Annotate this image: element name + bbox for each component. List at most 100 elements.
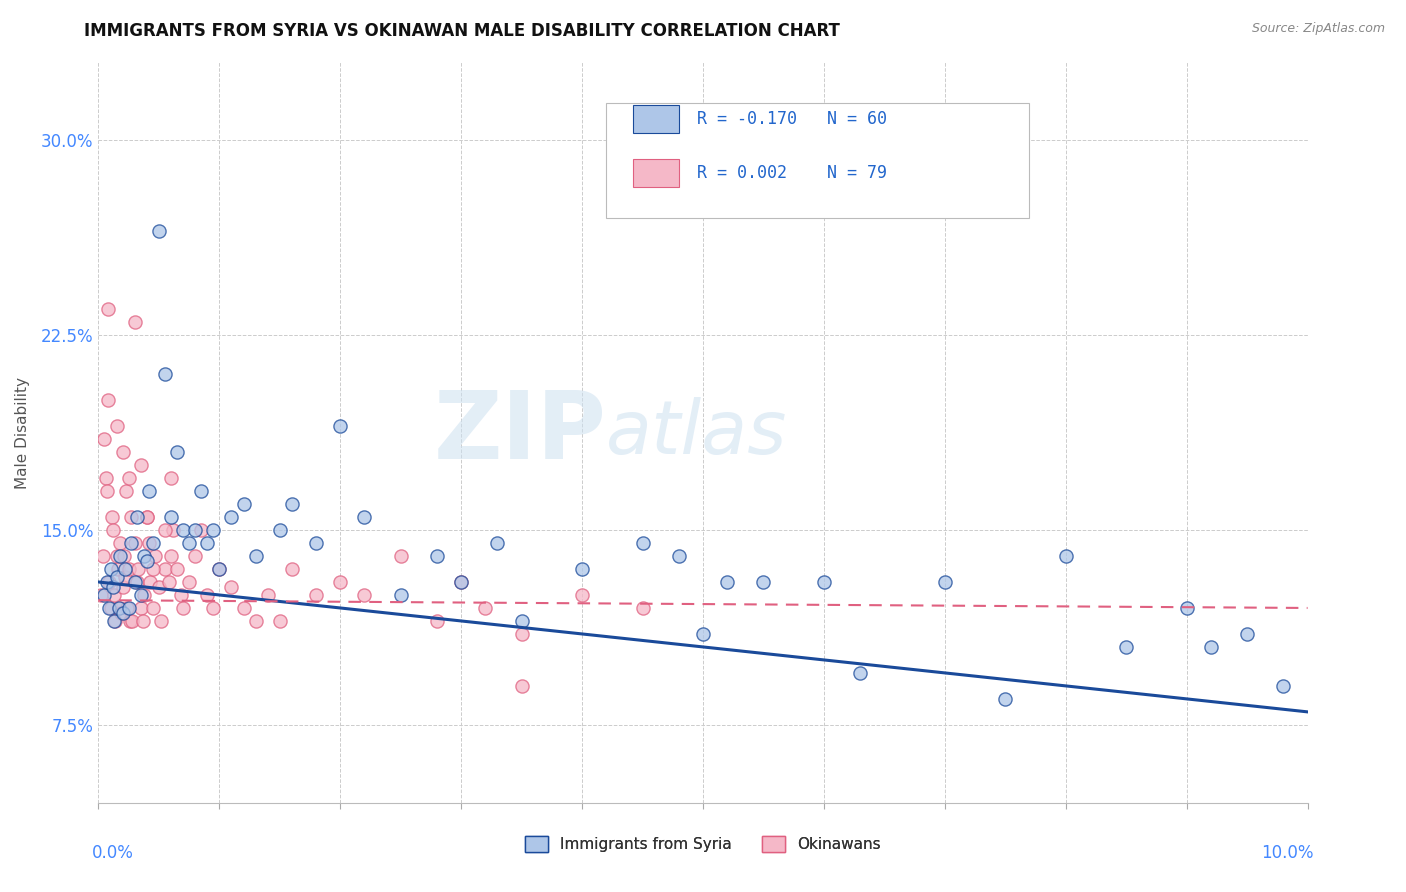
- Point: [184, 523, 207, 537]
- Point: [571, 588, 593, 602]
- Point: [138, 536, 160, 550]
- Point: [281, 562, 304, 576]
- Point: [190, 523, 212, 537]
- Point: [121, 614, 143, 628]
- Point: [426, 614, 449, 628]
- Point: [160, 471, 183, 485]
- Point: [631, 536, 654, 550]
- Point: [389, 549, 412, 563]
- Point: [1272, 679, 1295, 693]
- Point: [108, 536, 131, 550]
- Point: [98, 601, 121, 615]
- Point: [813, 574, 835, 589]
- Point: [510, 614, 533, 628]
- Point: [305, 588, 328, 602]
- Point: [486, 536, 509, 550]
- Point: [135, 510, 157, 524]
- Point: [232, 601, 254, 615]
- Point: [153, 523, 176, 537]
- Point: [166, 562, 188, 576]
- Point: [110, 606, 132, 620]
- Point: [450, 574, 472, 589]
- Point: [184, 549, 207, 563]
- Point: [108, 601, 131, 615]
- Point: [93, 432, 115, 446]
- Point: [118, 562, 141, 576]
- Point: [94, 471, 117, 485]
- Point: [101, 580, 124, 594]
- Text: ZIP: ZIP: [433, 386, 606, 479]
- Point: [474, 601, 496, 615]
- Point: [96, 574, 118, 589]
- Point: [571, 562, 593, 576]
- Point: [692, 627, 714, 641]
- Point: [118, 471, 141, 485]
- Point: [93, 588, 115, 602]
- Legend: Immigrants from Syria, Okinawans: Immigrants from Syria, Okinawans: [519, 830, 887, 858]
- Point: [117, 601, 139, 615]
- Point: [124, 574, 146, 589]
- Point: [510, 679, 533, 693]
- Point: [994, 692, 1017, 706]
- Point: [162, 523, 184, 537]
- Point: [631, 601, 654, 615]
- Text: Source: ZipAtlas.com: Source: ZipAtlas.com: [1251, 22, 1385, 36]
- FancyBboxPatch shape: [606, 103, 1029, 218]
- Point: [129, 458, 152, 472]
- Point: [127, 562, 149, 576]
- Point: [118, 601, 141, 615]
- Point: [142, 536, 165, 550]
- Point: [426, 549, 449, 563]
- Point: [849, 665, 872, 680]
- Point: [114, 562, 136, 576]
- Point: [195, 588, 218, 602]
- Point: [138, 484, 160, 499]
- Point: [1115, 640, 1137, 654]
- Point: [668, 549, 690, 563]
- Point: [353, 510, 375, 524]
- Point: [1236, 627, 1258, 641]
- Point: [124, 315, 146, 329]
- Point: [716, 574, 738, 589]
- Point: [97, 302, 120, 317]
- Point: [208, 562, 231, 576]
- Point: [208, 562, 231, 576]
- Point: [172, 523, 194, 537]
- Point: [103, 614, 125, 628]
- Point: [120, 510, 142, 524]
- Point: [105, 419, 128, 434]
- Point: [142, 562, 165, 576]
- Point: [190, 484, 212, 499]
- Point: [148, 224, 170, 238]
- Point: [153, 562, 176, 576]
- Point: [108, 549, 131, 563]
- Point: [160, 549, 183, 563]
- Point: [90, 588, 112, 602]
- FancyBboxPatch shape: [633, 104, 679, 133]
- Point: [269, 523, 291, 537]
- Point: [195, 536, 218, 550]
- Point: [97, 393, 120, 408]
- Point: [118, 614, 141, 628]
- Point: [111, 445, 134, 459]
- Text: atlas: atlas: [606, 397, 787, 468]
- Point: [1199, 640, 1222, 654]
- Point: [114, 570, 136, 584]
- Point: [120, 536, 142, 550]
- Point: [100, 601, 122, 615]
- Point: [245, 549, 267, 563]
- Y-axis label: Male Disability: Male Disability: [15, 376, 30, 489]
- Point: [202, 523, 225, 537]
- FancyBboxPatch shape: [633, 159, 679, 186]
- Point: [91, 549, 114, 563]
- Point: [221, 510, 243, 524]
- Point: [269, 614, 291, 628]
- Point: [305, 536, 328, 550]
- Point: [96, 484, 118, 499]
- Point: [934, 574, 956, 589]
- Text: IMMIGRANTS FROM SYRIA VS OKINAWAN MALE DISABILITY CORRELATION CHART: IMMIGRANTS FROM SYRIA VS OKINAWAN MALE D…: [84, 22, 841, 40]
- Point: [202, 601, 225, 615]
- Point: [160, 510, 183, 524]
- Point: [101, 523, 124, 537]
- Text: R = -0.170   N = 60: R = -0.170 N = 60: [697, 110, 887, 128]
